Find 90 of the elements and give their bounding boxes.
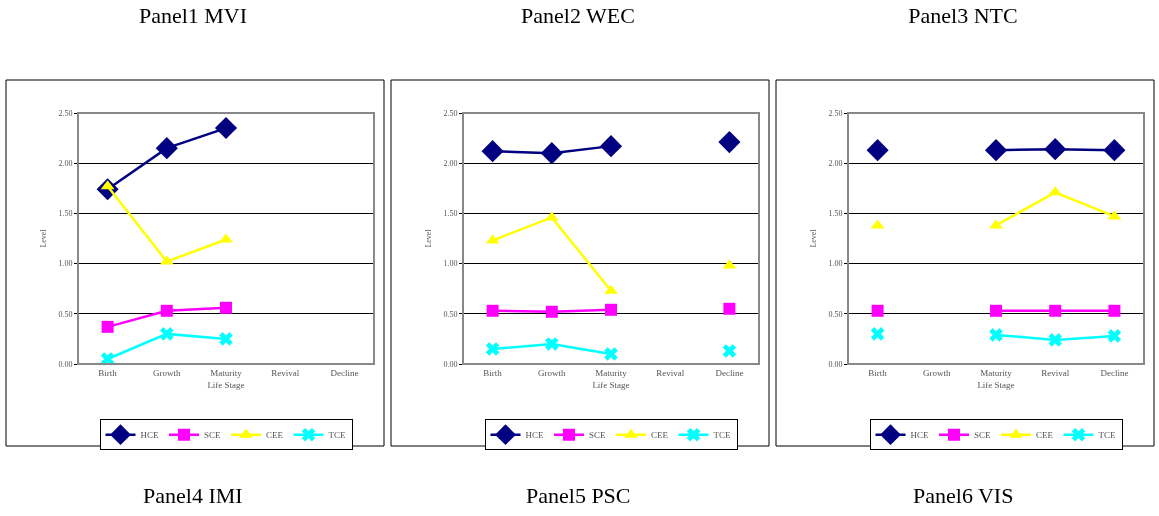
x-tick-label: Birth xyxy=(868,367,888,378)
y-axis-title: Level xyxy=(424,228,434,248)
y-tick-label: 0.00 xyxy=(443,359,458,369)
y-tick-label: 1.00 xyxy=(828,259,843,269)
legend-label: TCE xyxy=(713,430,732,441)
y-tick-label: 2.50 xyxy=(828,108,843,118)
legend-label: SCE xyxy=(974,430,992,441)
x-tick-label: Maturity xyxy=(980,367,1013,378)
legend-label: CEE xyxy=(651,430,669,441)
y-tick-label: 0.50 xyxy=(443,309,458,319)
point xyxy=(1048,333,1062,347)
x-axis-title: Life Stage xyxy=(592,379,630,390)
point xyxy=(722,344,737,358)
point xyxy=(160,327,174,341)
x-tick-label: Birth xyxy=(483,367,503,378)
point xyxy=(989,328,1003,342)
point xyxy=(219,332,233,346)
y-tick-label: 2.50 xyxy=(443,108,458,118)
x-tick-label: Maturity xyxy=(595,367,628,378)
x-tick-label: Decline xyxy=(330,367,359,378)
x-tick-label: Revival xyxy=(1041,367,1070,378)
y-tick-label: 0.00 xyxy=(828,359,843,369)
point xyxy=(220,301,232,314)
point xyxy=(545,305,558,318)
y-axis-title: Level xyxy=(39,228,49,248)
legend-label: SCE xyxy=(204,430,222,441)
legend-label: HCE xyxy=(525,430,544,441)
x-tick-label: Birth xyxy=(98,367,118,378)
point xyxy=(545,337,559,351)
point xyxy=(155,137,178,160)
legend-label: HCE xyxy=(140,430,159,441)
y-tick-label: 1.50 xyxy=(443,209,458,219)
point xyxy=(604,347,618,361)
x-tick-label: Decline xyxy=(715,367,744,378)
point xyxy=(871,304,884,317)
point xyxy=(599,135,623,158)
point xyxy=(214,117,238,140)
x-tick-label: Decline xyxy=(1100,367,1129,378)
point xyxy=(605,303,617,316)
point xyxy=(870,327,885,341)
point xyxy=(101,320,114,333)
x-tick-label: Growth xyxy=(538,367,567,378)
y-tick-label: 0.00 xyxy=(58,359,73,369)
y-tick-label: 1.50 xyxy=(58,209,73,219)
point xyxy=(718,131,741,154)
x-tick-label: Maturity xyxy=(210,367,243,378)
point xyxy=(989,219,1003,229)
legend-label: SCE xyxy=(589,430,607,441)
point xyxy=(604,284,618,294)
point xyxy=(481,140,504,163)
point xyxy=(1103,139,1126,162)
y-tick-label: 2.50 xyxy=(58,108,73,118)
y-tick-label: 2.00 xyxy=(58,159,73,168)
point xyxy=(723,302,736,315)
point xyxy=(1049,304,1062,317)
text: Panel4 IMI xyxy=(143,483,243,508)
x-tick-label: Revival xyxy=(271,367,300,378)
point xyxy=(219,233,233,243)
y-tick-label: 1.00 xyxy=(58,259,73,269)
legend-label: CEE xyxy=(1036,430,1054,441)
x-tick-label: Growth xyxy=(153,367,182,378)
chart-title: Panel3 NTC xyxy=(908,3,1018,29)
y-tick-label: 1.00 xyxy=(443,259,458,269)
x-axis-title: Life Stage xyxy=(977,379,1015,390)
y-tick-label: 0.50 xyxy=(58,309,73,319)
y-tick-label: 0.50 xyxy=(828,309,843,319)
text: Panel6 VIS xyxy=(913,483,1014,508)
legend-label: TCE xyxy=(328,430,347,441)
point xyxy=(1108,304,1121,317)
point xyxy=(485,342,500,356)
point xyxy=(160,304,173,317)
legend-label: TCE xyxy=(1098,430,1117,441)
x-tick-label: Growth xyxy=(923,367,952,378)
y-tick-label: 2.00 xyxy=(828,159,843,168)
chart-title: Panel1 MVI xyxy=(138,3,248,29)
point xyxy=(1044,138,1067,161)
x-axis-title: Life Stage xyxy=(207,379,245,390)
y-axis-title: Level xyxy=(809,228,819,248)
point xyxy=(1107,329,1122,343)
y-tick-label: 1.50 xyxy=(828,209,843,219)
point xyxy=(984,139,1008,162)
x-tick-label: Revival xyxy=(656,367,685,378)
legend-label: CEE xyxy=(266,430,284,441)
legend-label: HCE xyxy=(910,430,929,441)
point xyxy=(486,304,499,317)
point xyxy=(990,304,1002,317)
y-tick-label: 2.00 xyxy=(443,159,458,168)
chart-title: Panel2 WEC xyxy=(521,3,635,29)
point xyxy=(866,139,889,162)
text: Panel5 PSC xyxy=(526,483,631,508)
